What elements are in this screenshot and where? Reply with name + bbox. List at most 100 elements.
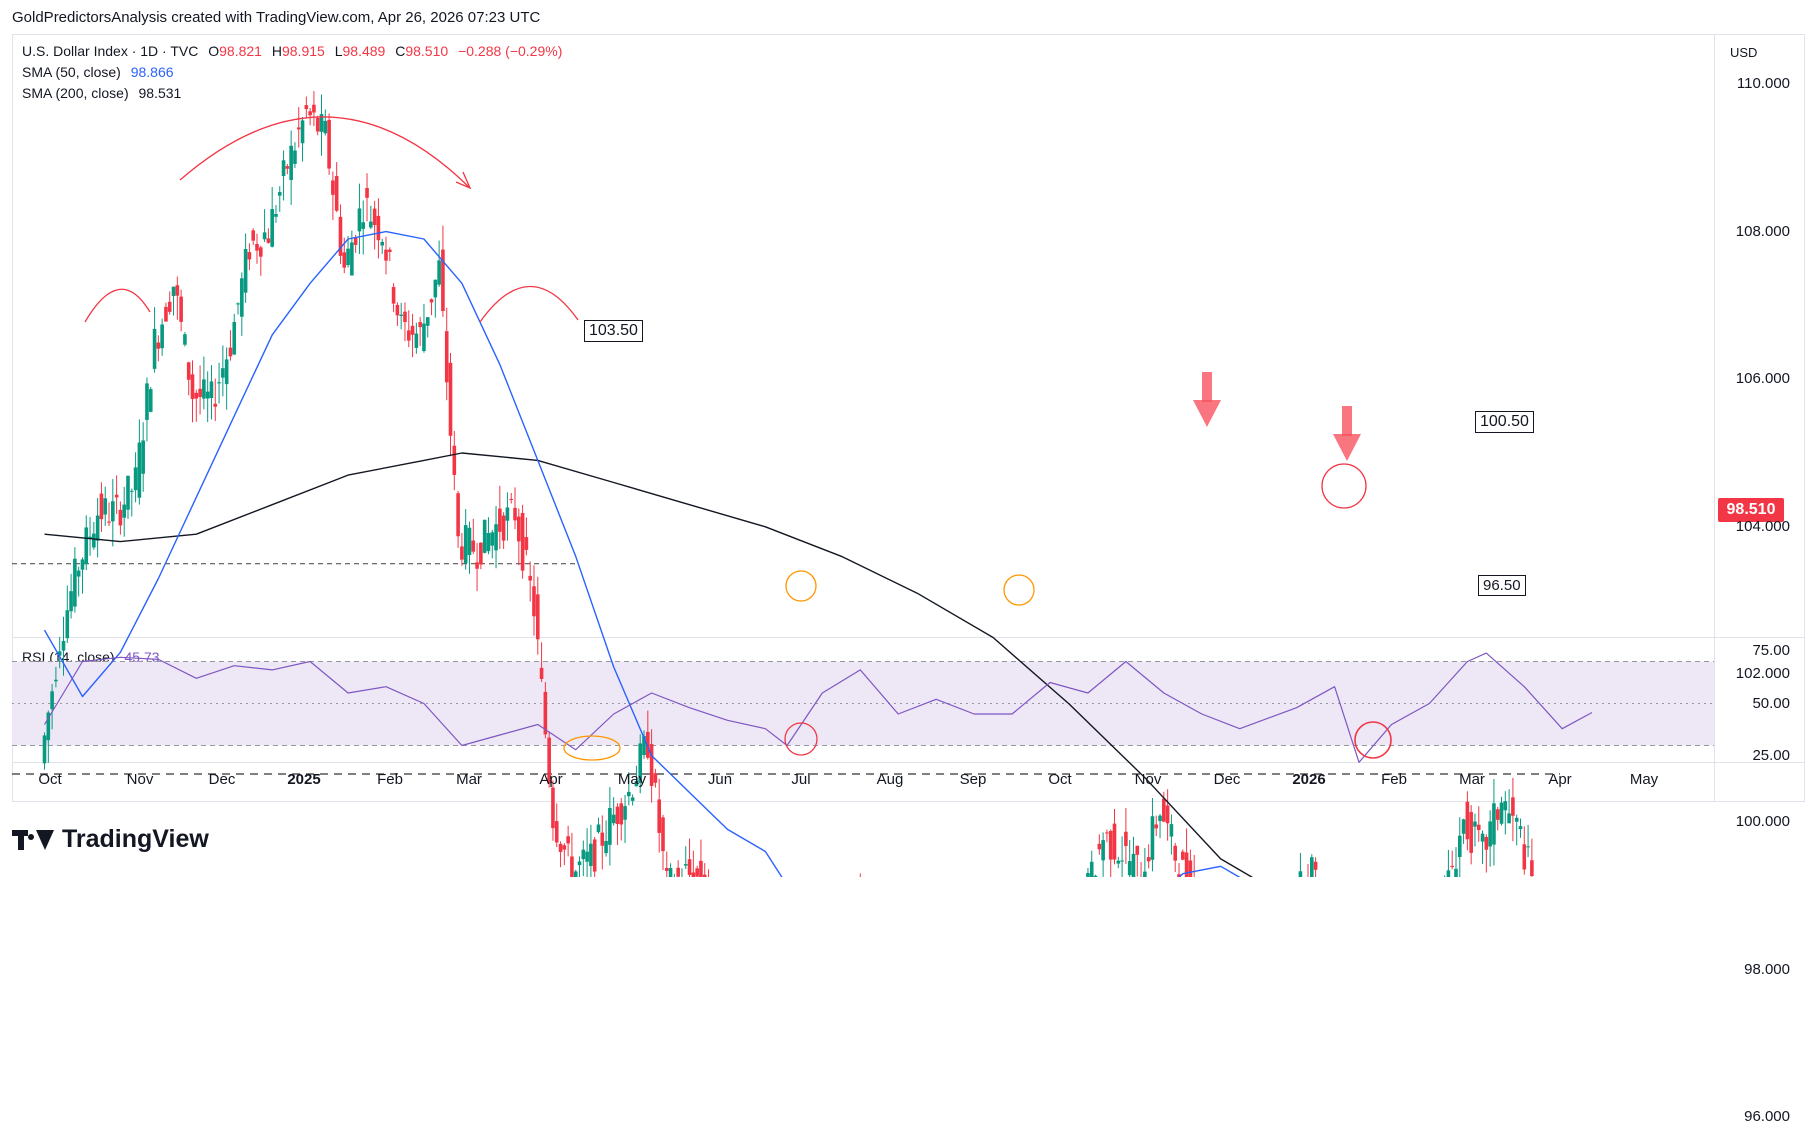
candle-body	[179, 296, 183, 322]
candle-body	[1154, 824, 1159, 829]
price-tick-label: 110.000	[1736, 75, 1790, 92]
candle-body	[171, 286, 176, 296]
candle-body	[92, 533, 96, 548]
level-label-100[interactable]: 100.50	[1475, 411, 1534, 433]
candle-body	[277, 192, 282, 196]
candle-body	[646, 731, 650, 758]
candle-body	[558, 843, 563, 852]
candle-body	[1492, 803, 1496, 845]
down-arrow-jan-icon	[1333, 406, 1361, 461]
candle-body	[1298, 871, 1303, 877]
candle-body	[369, 221, 373, 228]
candle-body	[1511, 797, 1515, 816]
price-tick-label: 96.000	[1744, 1108, 1790, 1125]
pane-separator[interactable]	[12, 637, 1714, 638]
candle-body	[573, 871, 578, 877]
time-tick-label: 2026	[1292, 771, 1326, 788]
candle-body	[414, 333, 419, 348]
time-tick-label: Feb	[1381, 771, 1407, 788]
candle-body	[167, 301, 172, 312]
time-tick-label: 2025	[287, 771, 321, 788]
tradingview-brand[interactable]: TradingView	[12, 825, 209, 854]
candle-body	[691, 872, 696, 877]
time-tick-label: Nov	[1134, 771, 1162, 788]
candle-body	[300, 120, 305, 144]
sma50-line	[43, 230, 1241, 877]
candle-body	[293, 150, 297, 164]
time-tick-label: Apr	[539, 771, 563, 788]
level-label-103[interactable]: 103.50	[584, 320, 643, 342]
candle-body	[1450, 865, 1454, 867]
candle-body	[205, 391, 210, 399]
down-arrow-nov-icon	[1193, 372, 1221, 427]
candle-body	[1127, 861, 1132, 876]
candle-body	[1116, 860, 1121, 864]
candle-body	[270, 209, 274, 247]
arc-arrow-head	[455, 171, 472, 190]
candle-body	[224, 359, 229, 385]
price-tick-label: 98.000	[1744, 960, 1790, 978]
candle-body	[668, 868, 673, 877]
legend-change: −0.288 (−0.29%)	[458, 43, 563, 59]
candle-body	[247, 252, 252, 260]
price-tick-label: 104.000	[1735, 517, 1790, 535]
candle-body	[528, 575, 532, 581]
candle-body	[228, 347, 233, 357]
candles-group	[42, 91, 1534, 877]
candle-body	[437, 260, 441, 285]
sma200-legend[interactable]: SMA (200, close) 98.531	[22, 83, 181, 103]
candle-body	[202, 379, 206, 399]
legend-high-label: H	[271, 43, 282, 59]
candle-body	[509, 498, 514, 500]
candle-body	[448, 362, 453, 436]
currency-button[interactable]: USD	[1730, 45, 1758, 60]
legend-low-label: L	[334, 43, 343, 59]
candle-body	[505, 507, 510, 521]
candle-body	[577, 861, 582, 866]
legend-close: C98.510	[395, 43, 448, 59]
candle-body	[1495, 809, 1500, 820]
candle-body	[319, 114, 324, 132]
price-tick-label: 102.000	[1735, 665, 1790, 683]
time-tick-label: Jul	[791, 771, 811, 788]
candle-body	[338, 216, 343, 256]
legend-high: H98.915	[272, 43, 325, 59]
candle-body	[126, 475, 130, 510]
candle-body	[46, 712, 51, 741]
circle-low-jul	[785, 570, 817, 602]
candle-body	[323, 120, 328, 134]
candle-body	[604, 841, 608, 854]
pane-separator-scale	[1714, 637, 1805, 638]
candle-body	[1131, 853, 1136, 877]
candle-body	[1165, 805, 1170, 824]
candle-body	[99, 493, 104, 520]
candle-body	[653, 773, 658, 783]
circle-rsi-jul	[784, 722, 818, 756]
candle-body	[107, 521, 111, 523]
candle-body	[145, 383, 149, 420]
sma50-label: SMA (50, close)	[22, 64, 121, 80]
candle-body	[699, 860, 703, 877]
candle-body	[1313, 861, 1318, 870]
candle-body	[585, 851, 589, 862]
candle-body	[296, 127, 301, 130]
time-tick-label: Dec	[208, 771, 236, 788]
candle-body	[1507, 813, 1511, 824]
candle-body	[429, 299, 434, 303]
legend-low: L98.489	[335, 43, 386, 59]
candle-body	[1124, 831, 1128, 846]
sma50-value: 98.866	[130, 64, 174, 80]
symbol-legend[interactable]: U.S. Dollar Index · 1D · TVC O98.821 H98…	[22, 41, 562, 61]
candle-body	[357, 208, 362, 232]
sma50-legend[interactable]: SMA (50, close) 98.866	[22, 62, 174, 82]
candle-body	[570, 856, 574, 877]
candle-body	[1480, 833, 1485, 842]
last-price-label: 98.510	[1718, 498, 1784, 522]
candle-body	[388, 249, 392, 252]
candle-body	[122, 504, 127, 518]
candle-body	[1503, 801, 1508, 811]
price-chart-canvas[interactable]	[0, 0, 1814, 877]
level-label-96[interactable]: 96.50	[1478, 575, 1526, 596]
candle-body	[353, 237, 358, 245]
circle-rsi-apr	[563, 735, 621, 761]
